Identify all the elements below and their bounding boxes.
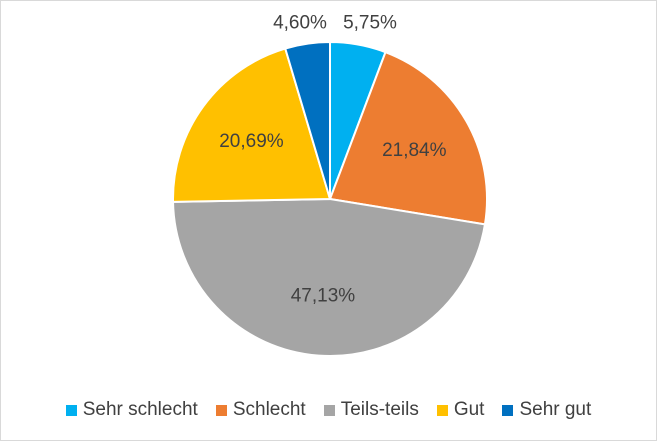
legend-item-schlecht: Schlecht (215, 399, 306, 421)
pie-slice-sehr-gut (284, 40, 331, 200)
data-labels: 5,75% 21,84% 47,13% 20,69% 4,60% (219, 13, 446, 307)
pie-slices (172, 40, 488, 357)
legend-item-sehr-gut: Sehr gut (502, 399, 591, 421)
legend-swatch (502, 404, 514, 416)
pie-slice-schlecht (328, 50, 488, 226)
legend-label: Sehr gut (519, 399, 592, 420)
data-label-schlecht: 21,84% (382, 140, 447, 161)
legend-item-teils-teils: Teils-teils (323, 399, 419, 421)
legend-item-gut: Gut (436, 399, 485, 421)
legend-swatch (65, 404, 77, 416)
pie-slice-gut (172, 47, 332, 203)
data-label-sehr-gut: 4,60% (273, 13, 327, 34)
legend-swatch (436, 404, 448, 416)
legend: Sehr schlecht Schlecht Teils-teils Gut S… (1, 399, 656, 421)
pie-slice-teils-teils (172, 197, 487, 357)
pie-chart: 5,75% 21,84% 47,13% 20,69% 4,60% (172, 13, 488, 357)
legend-item-sehr-schlecht: Sehr schlecht (65, 399, 198, 421)
legend-label: Sehr schlecht (82, 399, 198, 420)
legend-label: Schlecht (232, 399, 306, 420)
legend-swatch (215, 404, 227, 416)
legend-label: Teils-teils (340, 399, 419, 420)
data-label-sehr-schlecht: 5,75% (343, 13, 397, 34)
data-label-teils-teils: 47,13% (291, 286, 356, 307)
legend-label: Gut (453, 399, 485, 420)
data-label-gut: 20,69% (219, 131, 284, 152)
legend-swatch (323, 404, 335, 416)
